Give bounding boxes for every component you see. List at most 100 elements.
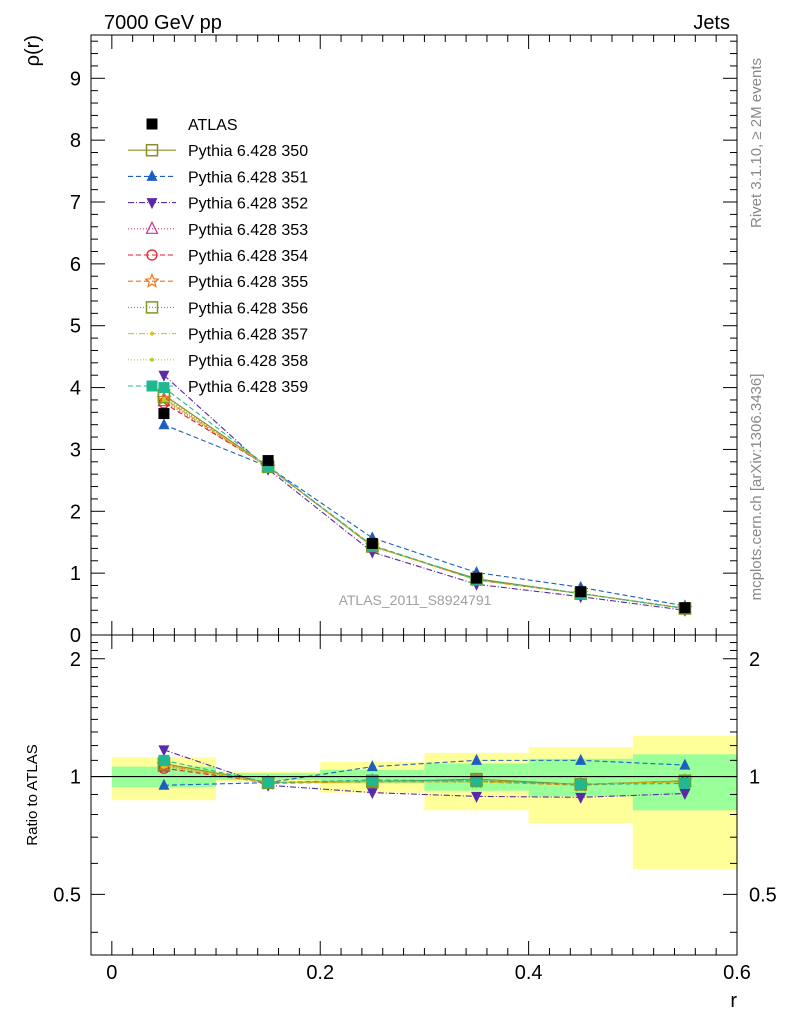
main-data-data-point — [679, 602, 691, 614]
ratio-y-tick-label-right: 1 — [749, 767, 760, 789]
main-series-layer — [156, 370, 693, 617]
main-series-2 — [158, 370, 691, 617]
main-series-line — [163, 424, 685, 607]
ratio-data-point — [158, 745, 170, 757]
x-tick-label: 0.4 — [515, 962, 543, 984]
legend-marker — [150, 357, 154, 362]
main-data-data-point — [575, 586, 587, 598]
ratio-y-tick-label-left: 0.5 — [53, 884, 81, 906]
main-series-line — [163, 398, 685, 609]
ratio-data-point — [158, 778, 170, 790]
main-y-tick-label: 6 — [70, 254, 81, 276]
ratio-data-point — [158, 754, 170, 766]
legend-label: Pythia 6.428 355 — [188, 274, 308, 291]
ratio-series-line — [163, 759, 685, 785]
x-tick-label: 0.2 — [306, 962, 334, 984]
ratio-data-point — [575, 778, 587, 790]
main-series-line — [163, 398, 685, 609]
x-tick-label: 0.6 — [723, 962, 751, 984]
legend-label: Pythia 6.428 357 — [188, 327, 308, 344]
legend-label: ATLAS — [188, 117, 238, 134]
main-series-line — [163, 402, 685, 609]
ratio-data-point — [679, 778, 691, 790]
main-data-point — [158, 370, 170, 382]
ratio-y-axis-label: Ratio to ATLAS — [24, 744, 41, 845]
legend-marker — [150, 331, 154, 336]
main-data-data-point — [262, 455, 274, 467]
main-series-line — [163, 400, 685, 609]
legend-marker — [144, 273, 160, 288]
legend-entry: Pythia 6.428 358 — [128, 353, 308, 370]
legend-entry: Pythia 6.428 352 — [128, 196, 308, 213]
legend-marker — [146, 249, 158, 261]
main-series-7 — [161, 396, 687, 611]
ratio-y-tick-label-left: 1 — [70, 767, 81, 789]
main-series-4 — [158, 397, 691, 615]
main-series-3 — [157, 393, 692, 614]
legend-label: Pythia 6.428 351 — [188, 169, 308, 186]
legend-label: Pythia 6.428 354 — [188, 248, 308, 265]
legend-entry: Pythia 6.428 350 — [128, 143, 308, 160]
watermark: ATLAS_2011_S8924791 — [339, 592, 492, 608]
ratio-data-point — [679, 789, 691, 801]
main-y-tick-label: 2 — [70, 501, 81, 523]
ratio-data-point — [366, 760, 378, 772]
header-left: 7000 GeV pp — [104, 12, 222, 34]
ratio-data-point — [575, 753, 587, 765]
legend-label: Pythia 6.428 356 — [188, 300, 308, 317]
legend-label: Pythia 6.428 352 — [188, 196, 308, 213]
legend-entry: Pythia 6.428 351 — [128, 169, 308, 186]
legend-entry: Pythia 6.428 354 — [128, 248, 308, 265]
main-y-tick-label: 3 — [70, 439, 81, 461]
main-y-tick-label: 5 — [70, 316, 81, 338]
legend: ATLAS Pythia 6.428 350 Pythia 6.428 351 Pyt… — [128, 117, 308, 396]
main-series-9 — [158, 382, 691, 614]
header-right: Jets — [693, 12, 730, 34]
main-y-tick-label: 0 — [70, 625, 81, 647]
legend-entry: Pythia 6.428 355 — [128, 273, 308, 291]
ratio-series-9 — [158, 754, 691, 790]
ratio-data-point — [262, 777, 274, 789]
main-y-tick-label: 7 — [70, 192, 81, 214]
legend-label: Pythia 6.428 350 — [188, 143, 308, 160]
ratio-panel-frame — [90, 634, 738, 956]
legend-marker — [145, 301, 159, 314]
main-y-axis-label: ρ(r) — [22, 35, 44, 66]
ratio-data-point — [366, 774, 378, 786]
main-y-tick-label: 9 — [70, 68, 81, 90]
legend-marker — [145, 220, 159, 234]
ratio-y-tick-label-right: 2 — [749, 649, 760, 671]
ratio-data-point — [471, 753, 483, 765]
rivet-label: Rivet 3.1.10, ≥ 2M events — [748, 58, 765, 228]
main-data-data-point — [158, 408, 170, 420]
main-y-tick-label: 8 — [70, 130, 81, 152]
ratio-data-point — [366, 788, 378, 800]
legend-label: Pythia 6.428 358 — [188, 353, 308, 370]
ratio-y-tick-label-left: 2 — [70, 649, 81, 671]
legend-marker — [146, 380, 158, 392]
main-y-tick-label: 1 — [70, 563, 81, 585]
legend-label: Pythia 6.428 359 — [188, 379, 308, 396]
main-data-point — [161, 397, 166, 402]
main-data-point — [158, 418, 170, 430]
main-data-data-point — [471, 572, 483, 584]
ratio-uncertainty-bands — [111, 735, 737, 870]
main-series-line — [163, 374, 685, 611]
legend-marker — [146, 169, 158, 181]
legend-marker — [145, 143, 159, 157]
main-series-line — [163, 387, 685, 609]
ratio-series-layer — [156, 745, 693, 804]
legend-marker — [146, 118, 158, 130]
main-data-point — [262, 461, 274, 473]
legend-entry: Pythia 6.428 357 — [128, 327, 308, 344]
ratio-data-point — [471, 775, 483, 787]
main-data-series-0 — [158, 408, 691, 614]
ratio-y-tick-label-right: 0.5 — [749, 884, 777, 906]
main-series-5 — [156, 390, 693, 615]
main-data-point — [158, 382, 170, 394]
ratio-data-point — [471, 791, 483, 803]
main-y-tick-label: 4 — [70, 378, 81, 400]
main-data-data-point — [366, 537, 378, 549]
legend-entry: ATLAS — [146, 117, 238, 134]
